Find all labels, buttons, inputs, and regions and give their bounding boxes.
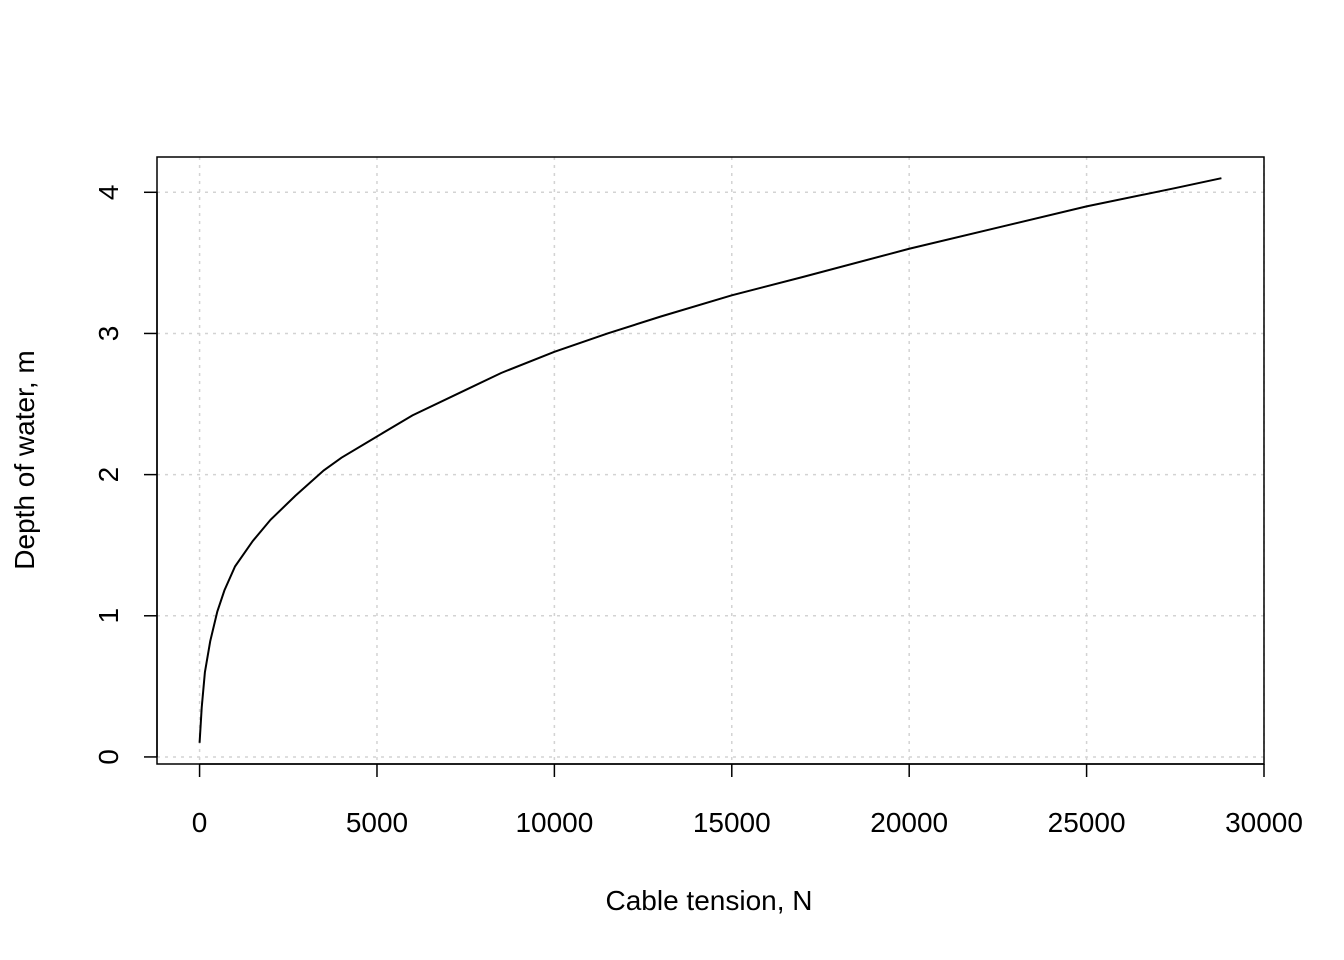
series-line <box>198 177 1222 743</box>
x-tick-label: 30000 <box>1225 807 1303 838</box>
x-tick-label: 0 <box>192 807 208 838</box>
x-tick-label: 15000 <box>693 807 771 838</box>
series-layer <box>198 177 1222 743</box>
grid-layer <box>157 157 1265 764</box>
y-tick-label: 0 <box>93 749 124 765</box>
x-tick-label: 10000 <box>515 807 593 838</box>
y-tick-label: 1 <box>93 608 124 624</box>
x-tick-label: 25000 <box>1048 807 1126 838</box>
x-axis-title: Cable tension, N <box>605 885 812 916</box>
y-tick-label: 4 <box>93 185 124 201</box>
y-axis-title: Depth of water, m <box>9 350 40 569</box>
axis-layer: 0 5000 10000 15000 20000 25000 30000 0 1 2 3 4 <box>93 185 1303 838</box>
x-tick-label: 5000 <box>346 807 408 838</box>
y-tick-label: 3 <box>93 326 124 342</box>
y-tick-label: 2 <box>93 467 124 483</box>
plot-frame <box>156 156 1265 765</box>
x-tick-label: 20000 <box>870 807 948 838</box>
